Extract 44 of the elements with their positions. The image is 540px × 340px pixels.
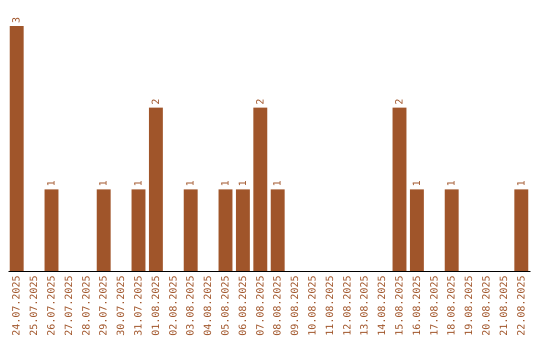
x-tick-label: 17.08.2025 (429, 276, 440, 336)
x-tick-label: 03.08.2025 (186, 276, 197, 336)
x-tick-label: 18.08.2025 (446, 276, 458, 336)
data-label: 2 (255, 98, 266, 105)
x-tick-label: 01.08.2025 (150, 276, 162, 336)
x-tick-label: 31.07.2025 (134, 276, 144, 336)
data-label: 1 (186, 180, 197, 186)
data-label: 1 (238, 180, 249, 186)
data-label: 1 (516, 180, 528, 186)
data-label: 2 (394, 98, 406, 105)
data-label: 1 (272, 180, 284, 186)
x-tick-label: 12.08.2025 (342, 276, 354, 336)
x-tick-label: 11.08.2025 (324, 276, 336, 336)
x-tick-label: 22.08.2025 (516, 276, 528, 336)
x-tick-label: 30.07.2025 (116, 276, 128, 336)
x-tick-label: 09.08.2025 (290, 276, 302, 336)
x-tick-label: 16.08.2025 (412, 276, 423, 336)
x-tick-label: 13.08.2025 (360, 276, 371, 336)
x-tick-label: 07.08.2025 (255, 276, 266, 336)
x-tick-label: 14.08.2025 (377, 276, 388, 336)
data-label: 1 (446, 180, 458, 186)
data-label: 1 (98, 180, 110, 186)
x-tick-label: 26.07.2025 (46, 276, 58, 336)
data-label: 1 (134, 180, 144, 186)
x-tick-label: 04.08.2025 (203, 276, 214, 336)
x-tick-label: 25.07.2025 (29, 276, 40, 336)
x-tick-label: 29.07.2025 (98, 276, 110, 336)
data-label: 3 (12, 16, 23, 23)
x-tick-label: 19.08.2025 (464, 276, 476, 336)
data-label: 1 (220, 180, 232, 186)
x-tick-label: 10.08.2025 (308, 276, 318, 336)
data-label: 2 (150, 98, 162, 105)
x-tick-label: 06.08.2025 (238, 276, 249, 336)
x-tick-label: 15.08.2025 (394, 276, 406, 336)
x-tick-label: 24.07.2025 (12, 276, 23, 336)
x-tick-label: 02.08.2025 (168, 276, 180, 336)
x-tick-label: 27.07.2025 (64, 276, 75, 336)
x-tick-label: 21.08.2025 (498, 276, 510, 336)
x-tick-label: 05.08.2025 (220, 276, 232, 336)
x-tick-label: 20.08.2025 (482, 276, 492, 336)
data-label: 1 (46, 180, 58, 186)
x-tick-label: 08.08.2025 (272, 276, 284, 336)
data-label: 1 (412, 180, 423, 186)
x-tick-label: 28.07.2025 (81, 276, 92, 336)
